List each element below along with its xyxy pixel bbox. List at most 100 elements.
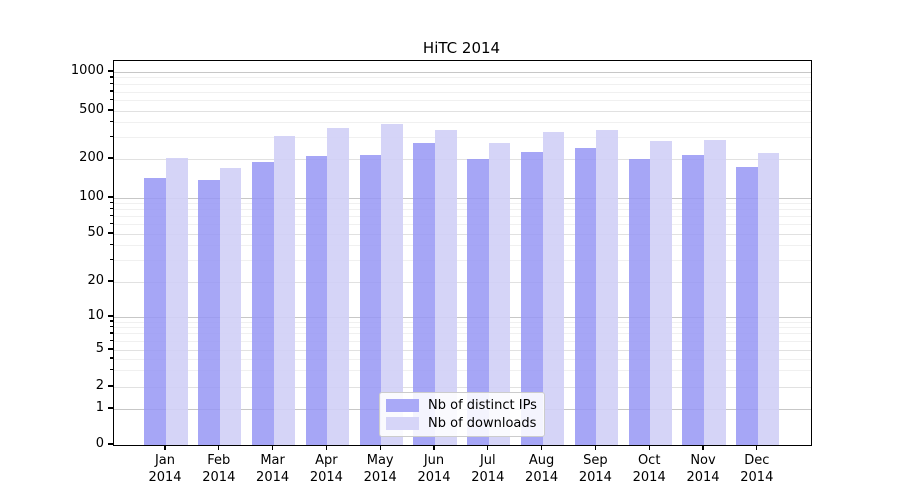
y-tick-mark: [108, 109, 113, 111]
y-tick-mark: [108, 443, 113, 445]
y-minor-tick-mark: [110, 332, 113, 334]
y-tick-label: 100: [79, 189, 104, 204]
x-tick-label-jun: Jun 2014: [417, 453, 451, 485]
gridline: [114, 71, 811, 73]
x-tick-mark: [540, 445, 543, 450]
y-tick-label: 200: [79, 150, 104, 165]
bar-distinct-ips-aug: [520, 152, 543, 445]
x-tick-label-mar: Mar 2014: [256, 453, 290, 485]
legend-swatch-downloads: [386, 416, 419, 430]
x-tick-mark: [648, 445, 650, 450]
bar-downloads-apr: [327, 127, 350, 445]
plot-area: Nb of distinct IPs Nb of downloads: [113, 60, 812, 446]
legend-swatch-distinct-ips: [386, 399, 419, 413]
bar-downloads-jun: [435, 130, 457, 445]
bar-distinct-ips-nov: [682, 154, 704, 445]
bar-distinct-ips-may: [359, 155, 382, 445]
y-minor-tick-mark: [110, 259, 113, 261]
gridline: [114, 316, 811, 318]
y-tick-label: 0: [95, 436, 104, 451]
y-tick-label: 1: [95, 400, 104, 415]
gridline: [114, 216, 811, 218]
bar-downloads-jan: [166, 158, 188, 445]
gridline: [114, 122, 811, 124]
legend-row: Nb of distinct IPs: [386, 398, 537, 414]
y-tick-label: 500: [79, 102, 104, 117]
x-tick-label-apr: Apr 2014: [309, 453, 343, 485]
y-minor-tick-mark: [110, 325, 113, 328]
gridline: [114, 84, 811, 86]
y-tick-label: 20: [87, 273, 104, 288]
gridline: [114, 327, 811, 329]
gridline: [114, 233, 811, 235]
gridline: [114, 110, 811, 112]
gridline: [114, 224, 811, 226]
y-tick-mark: [108, 385, 113, 387]
x-tick-mark: [487, 445, 489, 450]
y-tick-mark: [108, 280, 113, 282]
gridline: [114, 158, 811, 160]
x-tick-mark: [433, 445, 435, 450]
y-tick-mark: [108, 315, 113, 317]
gridline: [114, 202, 811, 204]
gridline: [114, 137, 811, 139]
y-tick-label: 1000: [70, 63, 104, 78]
x-tick-label-aug: Aug 2014: [525, 453, 559, 485]
bar-distinct-ips-dec: [736, 166, 758, 445]
y-tick-mark: [108, 70, 113, 72]
y-tick-mark: [108, 407, 113, 409]
gridline: [114, 321, 811, 323]
bar-distinct-ips-sep: [574, 148, 597, 445]
x-tick-label-may: May 2014: [363, 453, 397, 485]
y-minor-tick-mark: [110, 214, 113, 217]
bar-downloads-may: [381, 123, 403, 445]
y-minor-tick-mark: [110, 90, 113, 92]
x-tick-label-sep: Sep 2014: [578, 453, 612, 485]
y-tick-mark: [108, 196, 113, 198]
y-minor-tick-mark: [110, 136, 113, 138]
legend-row: Nb of downloads: [386, 416, 536, 431]
bar-downloads-mar: [273, 136, 296, 445]
x-tick-label-dec: Dec 2014: [740, 453, 774, 485]
y-tick-label: 5: [95, 341, 104, 356]
y-minor-tick-mark: [110, 368, 113, 371]
x-tick-label-jul: Jul 2014: [471, 453, 505, 485]
x-tick-mark: [325, 445, 328, 450]
bar-downloads-aug: [542, 131, 565, 445]
x-tick-label-jan: Jan 2014: [148, 453, 182, 485]
x-tick-mark: [594, 445, 597, 450]
y-minor-tick-mark: [110, 99, 113, 101]
y-minor-tick-mark: [110, 222, 113, 225]
gridline: [114, 100, 811, 102]
x-tick-mark: [271, 445, 274, 450]
bar-distinct-ips-jun: [413, 143, 435, 445]
y-minor-tick-mark: [110, 207, 113, 210]
bar-downloads-oct: [650, 141, 672, 445]
y-minor-tick-mark: [110, 357, 113, 359]
bar-distinct-ips-mar: [251, 161, 274, 445]
bar-downloads-feb: [219, 168, 242, 445]
bar-downloads-dec: [757, 152, 780, 445]
bar-distinct-ips-jul: [467, 159, 489, 445]
bar-distinct-ips-oct: [628, 158, 651, 445]
y-minor-tick-mark: [110, 339, 113, 341]
bar-downloads-sep: [596, 129, 619, 445]
y-tick-mark: [108, 157, 113, 159]
x-tick-mark: [379, 445, 381, 450]
gridline: [114, 349, 811, 351]
legend: Nb of distinct IPs Nb of downloads: [379, 392, 545, 437]
legend-label-downloads: Nb of downloads: [428, 415, 537, 431]
gridline: [114, 197, 811, 199]
y-minor-tick-mark: [110, 244, 113, 246]
legend-label-distinct-ips: Nb of distinct IPs: [428, 398, 537, 414]
x-tick-mark: [164, 445, 166, 450]
x-tick-mark: [756, 445, 758, 450]
y-tick-label: 10: [87, 308, 104, 323]
y-minor-tick-mark: [110, 82, 113, 85]
gridline: [114, 260, 811, 262]
gridline: [114, 340, 811, 342]
x-tick-label-feb: Feb 2014: [202, 453, 236, 485]
chart-title: HiTC 2014: [422, 39, 501, 57]
y-tick-label: 2: [95, 378, 104, 393]
